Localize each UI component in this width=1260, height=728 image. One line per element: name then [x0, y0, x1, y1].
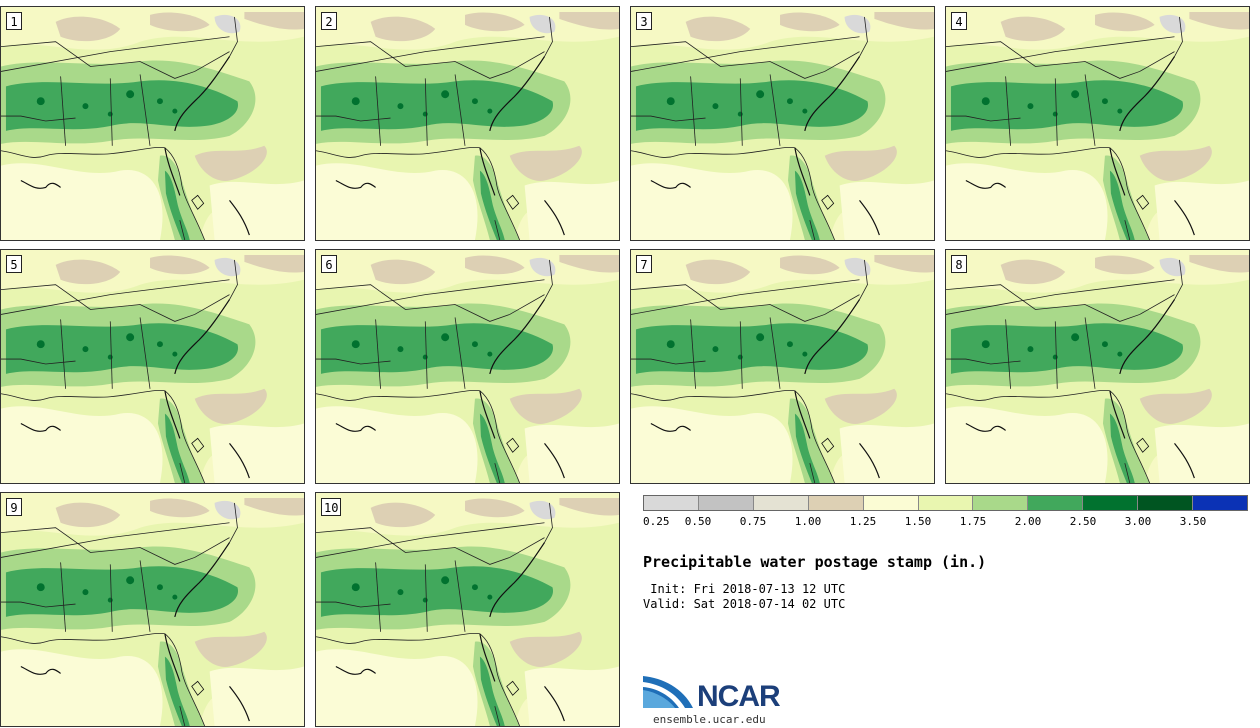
precipitable-water-map [1, 250, 304, 483]
member-number-label: 5 [6, 255, 22, 273]
colorbar-swatch [753, 496, 809, 510]
member-number-label: 9 [6, 498, 22, 516]
colorbar-tick-label: 1.75 [959, 515, 987, 528]
colorbar-swatch [973, 496, 1029, 510]
colorbar-swatch [1083, 496, 1139, 510]
precipitable-water-map [316, 493, 619, 726]
member-number-label: 2 [321, 12, 337, 30]
ensemble-member-panel: 10 [315, 492, 620, 727]
ensemble-member-panel: 1 [0, 6, 305, 241]
colorbar [643, 495, 1248, 511]
ncar-logo-icon [643, 676, 693, 708]
member-number-label: 3 [636, 12, 652, 30]
colorbar-tick-label: 3.00 [1124, 515, 1152, 528]
colorbar-swatch [1193, 496, 1247, 510]
page-title: Precipitable water postage stamp (in.) [643, 553, 987, 571]
precipitable-water-map [946, 7, 1249, 240]
ensemble-member-panel: 5 [0, 249, 305, 484]
colorbar-tick-label: 1.50 [904, 515, 932, 528]
precipitable-water-map [316, 250, 619, 483]
colorbar-tick-labels: 0.25 0.50 0.75 1.00 1.25 1.50 1.75 2.00 2.50 3.00… [643, 515, 1248, 529]
colorbar-tick-label: 0.50 [684, 515, 712, 528]
precipitable-water-map [316, 7, 619, 240]
precipitable-water-map [631, 7, 934, 240]
member-number-label: 8 [951, 255, 967, 273]
ensemble-url: ensemble.ucar.edu [653, 713, 766, 726]
init-time-text: Init: Fri 2018-07-13 12 UTC [643, 582, 846, 596]
precipitable-water-map [946, 250, 1249, 483]
colorbar-tick-label: 0.75 [739, 515, 767, 528]
colorbar-tick-label: 3.50 [1179, 515, 1207, 528]
colorbar-swatch [1138, 496, 1194, 510]
ensemble-member-panel: 8 [945, 249, 1250, 484]
ensemble-member-panel: 2 [315, 6, 620, 241]
ensemble-member-panel: 3 [630, 6, 935, 241]
ncar-logo-text: NCAR [697, 680, 781, 713]
precipitable-water-map [631, 250, 934, 483]
colorbar-swatch [1028, 496, 1084, 510]
colorbar-swatch [698, 496, 754, 510]
colorbar-swatch [644, 496, 699, 510]
member-number-label: 6 [321, 255, 337, 273]
precipitable-water-map [1, 7, 304, 240]
member-number-label: 1 [6, 12, 22, 30]
colorbar-tick-label: 1.25 [849, 515, 877, 528]
member-number-label: 10 [321, 498, 342, 516]
ensemble-member-panel: 9 [0, 492, 305, 727]
colorbar-swatch [918, 496, 974, 510]
precipitable-water-map [1, 493, 304, 726]
colorbar-swatch [808, 496, 864, 510]
member-number-label: 7 [636, 255, 652, 273]
member-number-label: 4 [951, 12, 967, 30]
colorbar-tick-label: 0.25 [643, 515, 670, 528]
colorbar-tick-label: 1.00 [794, 515, 822, 528]
colorbar-tick-label: 2.50 [1069, 515, 1097, 528]
ensemble-member-panel: 6 [315, 249, 620, 484]
colorbar-tick-label: 2.00 [1014, 515, 1042, 528]
colorbar-swatch [863, 496, 919, 510]
ensemble-member-panel: 4 [945, 6, 1250, 241]
valid-time-text: Valid: Sat 2018-07-14 02 UTC [643, 597, 846, 611]
ensemble-member-panel: 7 [630, 249, 935, 484]
